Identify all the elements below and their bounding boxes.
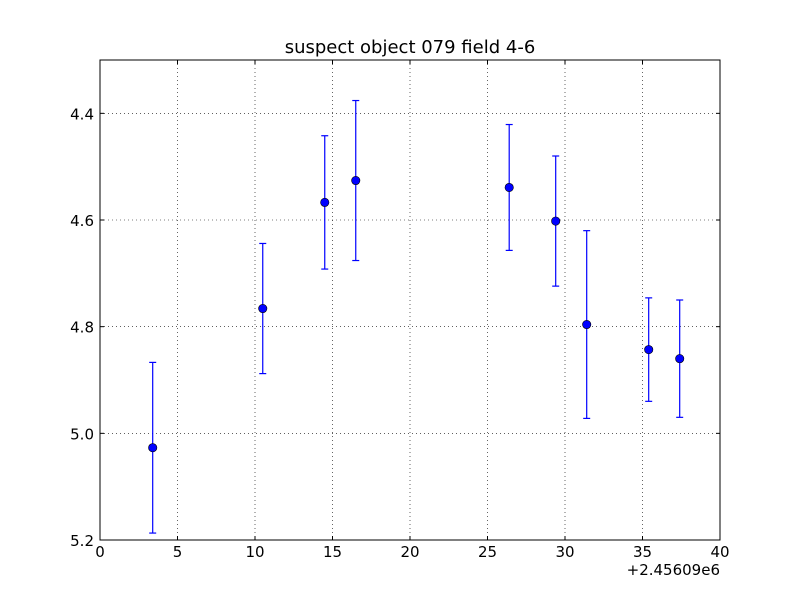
y-tick-label: 5.0 <box>70 425 94 443</box>
data-points <box>148 176 685 453</box>
plot-frame <box>99 59 721 541</box>
data-point <box>351 176 361 186</box>
x-tick-label: 30 <box>555 543 574 561</box>
data-point <box>644 345 654 355</box>
chart-title: suspect object 079 field 4-6 <box>285 37 536 58</box>
data-point <box>582 320 592 330</box>
x-tick-label: 0 <box>95 543 105 561</box>
data-point <box>148 443 158 453</box>
x-tick-label: 5 <box>173 543 183 561</box>
x-tick-label: 25 <box>478 543 497 561</box>
data-point <box>551 216 561 226</box>
y-tick-label: 4.4 <box>70 105 94 123</box>
grid-lines <box>100 60 720 540</box>
y-tick-labels: 4.4 4.6 4.8 5.0 5.2 <box>70 105 94 550</box>
data-point <box>504 182 514 192</box>
data-point <box>320 197 330 207</box>
data-point <box>258 304 268 314</box>
y-tick-label: 4.6 <box>70 212 94 230</box>
y-tick-label: 4.8 <box>70 319 94 337</box>
x-tick-label: 40 <box>710 543 729 561</box>
x-tick-label: 15 <box>323 543 342 561</box>
x-tick-label: 20 <box>400 543 419 561</box>
x-tick-label: 35 <box>633 543 652 561</box>
x-axis-offset-label: +2.45609e6 <box>627 561 720 579</box>
x-tick-labels: 0 5 10 15 20 25 30 35 40 <box>95 543 729 561</box>
y-tick-label: 5.2 <box>70 532 94 550</box>
x-tick-label: 10 <box>245 543 264 561</box>
data-point <box>675 354 685 364</box>
